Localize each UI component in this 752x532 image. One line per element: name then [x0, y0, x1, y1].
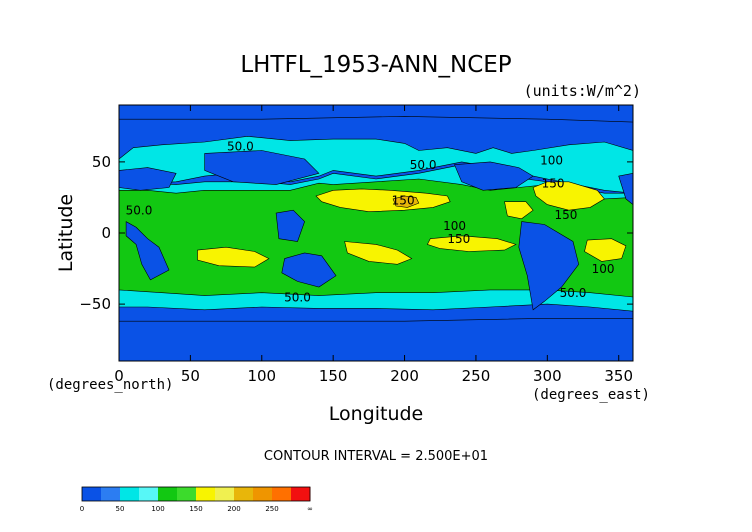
contour-label-8: 150: [554, 208, 577, 222]
legend-tick-label-5: 250: [265, 505, 278, 513]
contour-region-13: [125, 221, 170, 281]
x-tick-label-7: 350: [604, 367, 633, 385]
legend-tick-label-4: 200: [227, 505, 240, 513]
chart-title: LHTFL_1953-ANN_NCEP: [240, 52, 511, 78]
x-tick-label-1: 50: [181, 367, 200, 385]
contour-label-4: 100: [443, 219, 466, 233]
contour-label-10: 50.0: [560, 286, 587, 300]
legend-swatch-2: [120, 487, 140, 501]
contour-region-16: [518, 221, 580, 311]
legend-tick-label-0: 0: [80, 505, 84, 513]
units-note: (units:W/m^2): [524, 82, 641, 100]
y-tick-label-1: 0: [101, 224, 111, 242]
x-tick-label-2: 100: [247, 367, 276, 385]
x-unit-note: (degrees_east): [532, 387, 650, 403]
contour-label-1: 50.0: [410, 158, 437, 172]
x-axis-label: Longitude: [329, 403, 424, 425]
y-axis-label: Latitude: [55, 194, 77, 272]
x-tick-label-0: 0: [114, 367, 124, 385]
contour-label-11: 100: [540, 154, 563, 168]
contour-region-18: [204, 150, 320, 185]
x-tick-label-5: 250: [462, 367, 491, 385]
legend-swatch-8: [234, 487, 254, 501]
legend-tick-label-6: ∞: [307, 505, 313, 513]
contour-region-14: [275, 209, 305, 242]
legend-tick-label-3: 150: [189, 505, 202, 513]
x-tick-label-4: 200: [390, 367, 419, 385]
legend-swatch-11: [291, 487, 311, 501]
contour-region-4: [532, 181, 605, 211]
contour-region-19: [618, 172, 633, 205]
legend-swatch-4: [158, 487, 178, 501]
contour-region-20: [119, 167, 177, 191]
legend-tick-label-1: 50: [116, 505, 125, 513]
contour-region-5: [426, 235, 517, 252]
legend-swatch-9: [253, 487, 273, 501]
legend-swatch-3: [139, 487, 159, 501]
contour-region-11: [119, 317, 633, 361]
x-tick-label-3: 150: [319, 367, 348, 385]
contour-region-8: [584, 238, 627, 262]
y-tick-label-0: 50: [92, 153, 111, 171]
contour-region-3: [315, 188, 451, 213]
contour-label-3: 50.0: [284, 290, 311, 304]
contour-label-9: 150: [392, 194, 415, 208]
contour-region-7: [197, 246, 270, 268]
contour-region-12: [119, 105, 633, 123]
contour-interval-note: CONTOUR INTERVAL = 2.500E+01: [264, 449, 488, 464]
contour-region-10: [392, 195, 420, 208]
contour-label-5: 150: [447, 232, 470, 246]
legend-frame: [81, 486, 311, 502]
color-legend: 0 50 100 150 200 250 ∞: [80, 486, 313, 513]
contour-label-7: 150: [542, 176, 565, 190]
x-tick-label-6: 300: [533, 367, 562, 385]
legend-swatch-7: [215, 487, 235, 501]
legend-swatch-0: [82, 487, 102, 501]
legend-swatch-6: [196, 487, 216, 501]
contour-region-6: [344, 241, 413, 265]
legend-tick-label-2: 100: [151, 505, 164, 513]
contour-region-17: [454, 161, 534, 191]
plot-area: 50.050.050.050.010015010015015015050.010…: [118, 104, 634, 362]
contour-region-9: [504, 201, 534, 220]
contour-label-6: 100: [592, 262, 615, 276]
contour-region-15: [281, 252, 337, 288]
legend-swatch-5: [177, 487, 197, 501]
contour-label-0: 50.0: [227, 140, 254, 154]
legend-swatch-10: [272, 487, 292, 501]
legend-swatch-1: [101, 487, 121, 501]
y-tick-label-2: −50: [79, 295, 111, 313]
y-unit-note: (degrees_north): [47, 377, 173, 393]
contour-label-2: 50.0: [126, 204, 153, 218]
